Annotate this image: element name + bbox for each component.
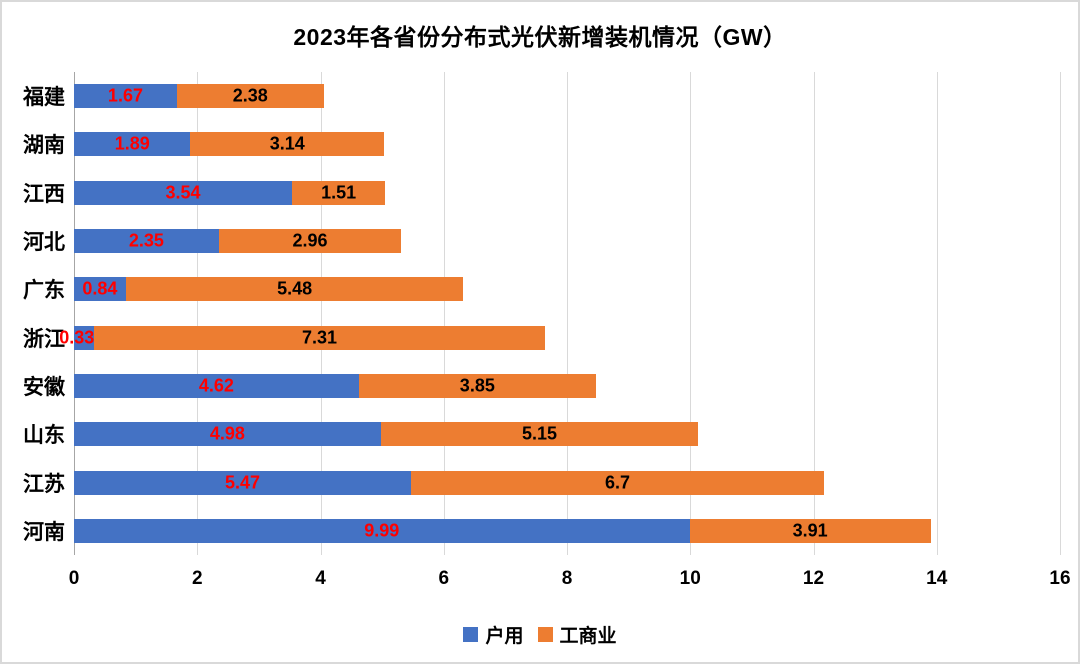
x-tick-label: 0 (68, 568, 80, 589)
gridline (936, 72, 938, 555)
bar-segment-household (74, 373, 359, 398)
bar-segment-commercial (190, 132, 384, 157)
value-label-household: 2.35 (128, 230, 164, 251)
value-label-commercial: 3.91 (792, 520, 828, 541)
value-label-household: 1.67 (107, 85, 143, 106)
value-label-commercial: 2.96 (292, 230, 328, 251)
legend-swatch-household (463, 627, 479, 642)
bar-segment-household (74, 229, 219, 254)
gridline (567, 72, 568, 555)
value-label-household: 9.99 (364, 520, 400, 541)
category-label: 安徽 (23, 375, 65, 399)
chart-title: 2023年各省份分布式光伏新增装机情况（GW） (293, 24, 787, 50)
category-label: 湖南 (23, 134, 65, 158)
category-label: 福建 (23, 86, 65, 110)
x-tick-label: 6 (438, 568, 450, 589)
bar-segment-household (74, 132, 191, 157)
bar-segment-commercial (689, 518, 931, 543)
y-axis-line (74, 72, 75, 555)
bar-segment-household (74, 325, 95, 350)
x-tick-label: 12 (802, 568, 825, 589)
bar-segment-commercial (176, 84, 324, 109)
bar-segment-commercial (292, 180, 386, 205)
category-label: 浙江 (23, 327, 65, 351)
value-label-commercial: 3.85 (459, 375, 495, 396)
plot-area: 0 2 4 6 8 10 12 14 16 福建 1.67 2.38 湖南 1.89 3.14 江西 3.54 1… (23, 72, 1071, 589)
value-label-commercial: 5.48 (277, 278, 313, 299)
legend-label-commercial: 工商业 (559, 626, 617, 647)
x-tick-label: 10 (679, 568, 701, 589)
legend: 户用 工商业 (2, 621, 1078, 648)
bar-segment-commercial (94, 325, 545, 350)
bar-segment-commercial (218, 229, 402, 254)
x-tick-label: 2 (191, 568, 203, 589)
category-label: 江西 (23, 182, 65, 206)
bar-row: 福建 1.67 2.38 (23, 72, 1060, 120)
bar-segment-commercial (411, 470, 824, 495)
value-label-household: 4.98 (209, 423, 245, 444)
bar-segment-commercial (380, 422, 699, 447)
legend-item-household: 户用 (463, 621, 524, 648)
bar-row: 湖南 1.89 3.14 (23, 120, 1060, 168)
bar-segment-household (74, 422, 381, 447)
bar-row: 江苏 5.47 6.7 (23, 458, 1060, 506)
value-label-commercial: 6.7 (605, 472, 631, 493)
gridline (443, 72, 445, 555)
value-label-household: 3.54 (165, 182, 201, 203)
bar-segment-household (74, 180, 293, 205)
value-label-household: 5.47 (225, 472, 261, 493)
bar-segment-household (74, 470, 412, 495)
value-label-commercial: 7.31 (302, 327, 338, 348)
bar-segment-commercial (125, 277, 464, 302)
x-tick-label: 16 (1049, 568, 1071, 589)
bar-row: 浙江 0.33 7.31 (23, 314, 1060, 362)
legend-item-commercial: 工商业 (537, 621, 617, 648)
gridline (813, 72, 815, 555)
x-tick-label: 14 (926, 568, 948, 589)
value-label-household: 0.84 (82, 278, 118, 299)
category-label: 河南 (23, 520, 65, 544)
value-label-household: 0.33 (59, 327, 95, 348)
gridline (320, 72, 322, 555)
value-label-household: 4.62 (198, 375, 234, 396)
bar-segment-commercial (358, 373, 596, 398)
legend-label-household: 户用 (485, 626, 524, 647)
category-label: 河北 (23, 231, 65, 255)
legend-swatch-commercial (537, 627, 553, 642)
value-label-commercial: 5.15 (522, 423, 558, 444)
gridline (690, 72, 692, 555)
bar-row: 安徽 4.62 3.85 (23, 362, 1060, 410)
bar-row: 山东 4.98 5.15 (23, 410, 1060, 458)
value-label-household: 1.89 (114, 133, 150, 154)
bar-row: 广东 0.84 5.48 (23, 265, 1060, 313)
gridline (197, 72, 199, 555)
bar-row: 江西 3.54 1.51 (23, 169, 1060, 217)
x-tick-label: 8 (561, 568, 573, 589)
x-tick-label: 4 (315, 568, 326, 589)
value-label-commercial: 3.14 (269, 133, 305, 154)
bar-segment-household (74, 518, 690, 543)
value-label-commercial: 1.51 (321, 182, 357, 203)
value-label-commercial: 2.38 (232, 85, 268, 106)
category-label: 山东 (23, 424, 65, 448)
category-label: 江苏 (23, 472, 65, 496)
category-label: 广东 (23, 279, 65, 303)
bar-segment-household (74, 84, 177, 109)
bar-row: 河南 9.99 3.91 (23, 507, 1060, 555)
bar-segment-household (74, 277, 126, 302)
bar-row: 河北 2.35 2.96 (23, 217, 1060, 265)
gridline (1060, 72, 1061, 555)
